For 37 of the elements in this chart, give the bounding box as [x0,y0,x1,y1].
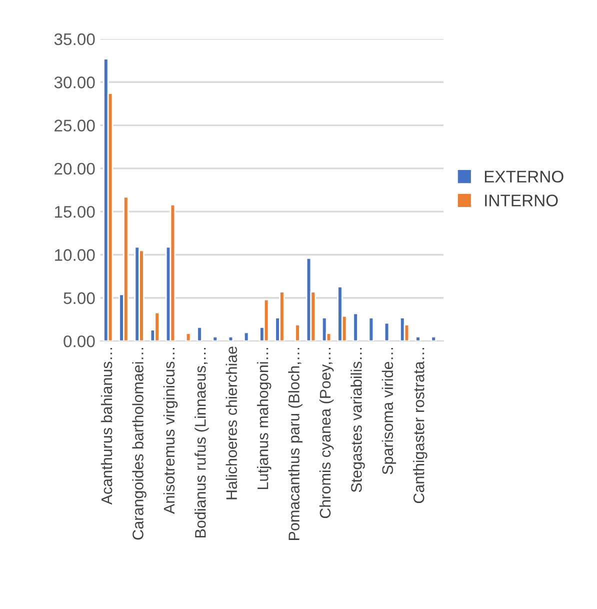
y-tick-label: 20.00 [54,162,95,175]
bar [384,322,390,342]
bar [368,317,374,342]
bar [321,317,328,342]
legend-label: EXTERNO [484,170,564,183]
bar [415,336,421,342]
y-tick-label: 25.00 [54,120,95,132]
y-tick-label: 15.00 [55,206,95,218]
bar [154,312,160,342]
y-tick-label: 0.00 [64,335,95,348]
y-tick-label: 5.00 [64,292,95,304]
x-tick-label: Stegastes variabilis… [350,348,365,492]
x-tick-label: Sparisoma viride… [382,348,396,474]
x-tick-label: Halichoeres chierchiae [226,346,238,500]
x-tick-label: Carangoides bartholomaei… [132,348,146,540]
bar [263,298,270,342]
x-tick-label: Anisotremus virginicus… [163,348,178,514]
bar [430,336,436,342]
bar [196,326,202,342]
bar [185,332,192,342]
bar [243,332,250,342]
y-tick-label: 35.00 [54,33,95,46]
x-tick-label: Canthigaster rostrata… [413,348,428,504]
x-tick-label: Pomacanthus paru (Bloch,… [288,348,302,540]
legend-label: INTERNO [485,194,558,206]
bar [294,324,300,342]
x-tick-label: Acanthurus bahianus… [100,348,112,505]
x-tick-label: Bodianus rufus (Linnaeus,… [194,348,209,538]
x-tick-label: Lutjanus mahogoni… [257,348,272,490]
bar [170,204,176,342]
x-tick-label: Chromis cyanea (Poey,… [319,348,334,518]
bar [212,336,218,342]
y-tick-label: 30.00 [54,76,95,88]
y-tick-label: 10.00 [55,249,95,261]
bar [337,286,343,342]
bar [228,336,234,342]
bar [352,312,358,342]
